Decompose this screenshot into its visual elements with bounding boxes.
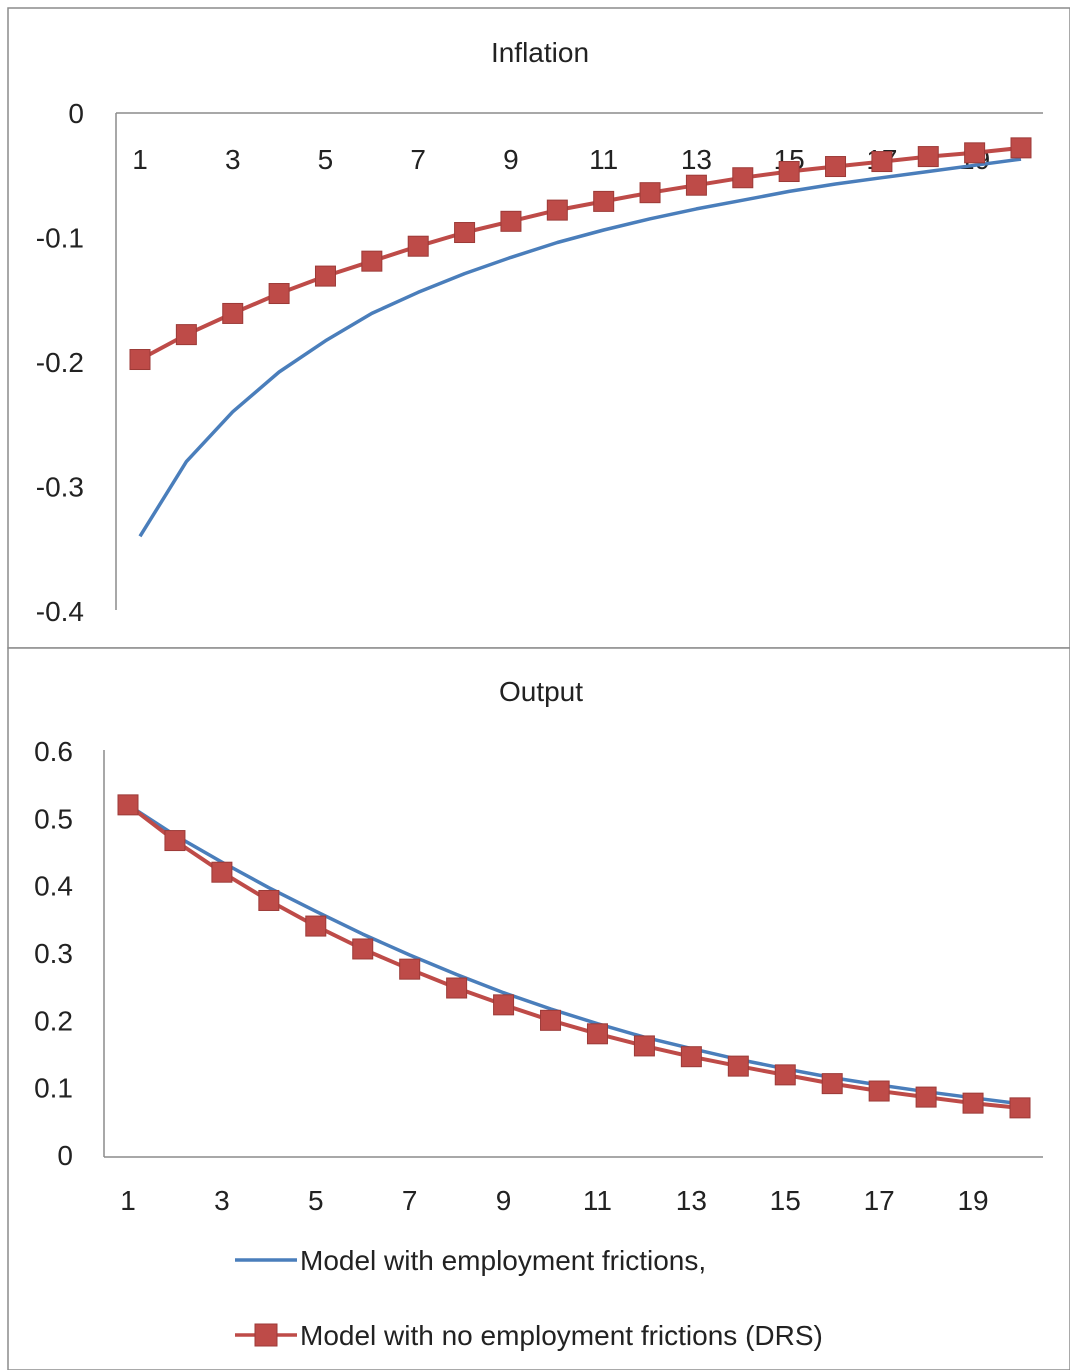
inflation-data-point-no-employment-frictions — [129, 349, 151, 371]
output-data-point-no-employment-frictions — [680, 1046, 702, 1068]
output-panel-frame — [7, 647, 1070, 1370]
inflation-x-tick-label: 13 — [681, 144, 712, 175]
inflation-data-point-no-employment-frictions — [500, 210, 522, 232]
inflation-data-point-no-employment-frictions — [175, 324, 197, 346]
output-data-point-no-employment-frictions — [774, 1064, 796, 1086]
inflation-y-tick-label: -0.2 — [36, 347, 84, 378]
output-data-point-no-employment-frictions — [117, 794, 139, 816]
output-chart-title: Output — [499, 676, 583, 707]
inflation-data-point-no-employment-frictions — [639, 182, 661, 204]
output-data-point-no-employment-frictions — [821, 1073, 843, 1095]
inflation-data-point-no-employment-frictions — [964, 142, 986, 164]
inflation-data-point-no-employment-frictions — [1010, 137, 1032, 159]
output-data-point-no-employment-frictions — [586, 1023, 608, 1045]
inflation-data-point-no-employment-frictions — [917, 146, 939, 168]
output-y-tick-label: 0.1 — [34, 1073, 73, 1104]
output-x-tick-label: 3 — [214, 1185, 230, 1216]
output-x-tick-label: 19 — [957, 1185, 988, 1216]
output-x-tick-label: 9 — [496, 1185, 512, 1216]
output-data-point-no-employment-frictions — [211, 861, 233, 883]
inflation-series-line-employment-frictions — [138, 157, 1022, 538]
output-y-tick-label: 0 — [57, 1140, 73, 1171]
output-y-tick-label: 0.5 — [34, 803, 73, 834]
output-x-tick-label: 17 — [864, 1185, 895, 1216]
output-data-point-no-employment-frictions — [352, 938, 374, 960]
inflation-x-tick-label: 9 — [503, 144, 519, 175]
output-x-tick-label: 13 — [676, 1185, 707, 1216]
inflation-data-point-no-employment-frictions — [314, 265, 336, 287]
output-x-tick-label: 15 — [770, 1185, 801, 1216]
output-data-point-no-employment-frictions — [727, 1055, 749, 1077]
inflation-data-point-no-employment-frictions — [778, 161, 800, 183]
output-data-point-no-employment-frictions — [633, 1035, 655, 1057]
legend-item-no-employment-frictions: Model with no employment frictions (DRS) — [235, 1320, 823, 1351]
output-data-point-no-employment-frictions — [1009, 1097, 1031, 1119]
output-data-point-no-employment-frictions — [915, 1086, 937, 1108]
output-x-tick-label: 11 — [583, 1185, 612, 1216]
output-data-point-no-employment-frictions — [258, 889, 280, 911]
inflation-y-tick-label: -0.3 — [36, 472, 84, 503]
output-y-tick-label: 0.2 — [34, 1005, 73, 1036]
inflation-data-point-no-employment-frictions — [732, 167, 754, 189]
output-data-point-no-employment-frictions — [399, 958, 421, 980]
output-data-point-no-employment-frictions — [493, 994, 515, 1016]
inflation-data-point-no-employment-frictions — [871, 151, 893, 173]
legend-marker-square — [254, 1323, 278, 1347]
output-data-point-no-employment-frictions — [446, 977, 468, 999]
inflation-chart-title: Inflation — [491, 37, 589, 68]
output-y-tick-label: 0.4 — [34, 871, 73, 902]
legend: Model with employment frictions, Model w… — [235, 1245, 823, 1351]
inflation-panel-frame — [7, 7, 1070, 649]
inflation-data-point-no-employment-frictions — [454, 222, 476, 244]
output-x-tick-label: 5 — [308, 1185, 324, 1216]
inflation-chart: Inflation 0-0.1-0.2-0.3-0.4 135791113151… — [36, 37, 1043, 627]
inflation-data-point-no-employment-frictions — [407, 235, 429, 257]
output-chart: Output 0.60.50.40.30.20.10 1 3 5 7 9 11 13 15 17… — [34, 676, 1043, 1216]
inflation-x-tick-label: 5 — [318, 144, 334, 175]
inflation-data-point-no-employment-frictions — [361, 250, 383, 272]
inflation-data-point-no-employment-frictions — [546, 199, 568, 221]
legend-label-no-employment-frictions: Model with no employment frictions (DRS) — [300, 1320, 823, 1351]
legend-label-employment-frictions: Model with employment frictions, — [300, 1245, 706, 1276]
output-data-point-no-employment-frictions — [962, 1092, 984, 1114]
inflation-data-point-no-employment-frictions — [593, 190, 615, 212]
output-data-point-no-employment-frictions — [305, 915, 327, 937]
inflation-data-point-no-employment-frictions — [825, 156, 847, 178]
output-y-tick-label: 0.3 — [34, 938, 73, 969]
inflation-x-tick-label: 1 — [132, 144, 148, 175]
output-y-tick-label: 0.6 — [34, 736, 73, 767]
inflation-data-point-no-employment-frictions — [268, 283, 290, 305]
output-x-tick-label: 1 — [120, 1185, 136, 1216]
output-data-point-no-employment-frictions — [164, 830, 186, 852]
inflation-data-point-no-employment-frictions — [685, 174, 707, 196]
inflation-y-tick-label: -0.1 — [36, 223, 84, 254]
inflation-x-tick-label: 3 — [225, 144, 241, 175]
inflation-y-tick-label: -0.4 — [36, 596, 84, 627]
inflation-data-point-no-employment-frictions — [222, 302, 244, 324]
legend-item-employment-frictions: Model with employment frictions, — [235, 1245, 706, 1276]
inflation-x-tick-label: 11 — [589, 144, 618, 175]
output-x-tick-label: 7 — [402, 1185, 418, 1216]
inflation-x-tick-label: 7 — [410, 144, 426, 175]
output-data-point-no-employment-frictions — [868, 1080, 890, 1102]
inflation-y-tick-label: 0 — [68, 98, 84, 129]
output-data-point-no-employment-frictions — [540, 1009, 562, 1031]
